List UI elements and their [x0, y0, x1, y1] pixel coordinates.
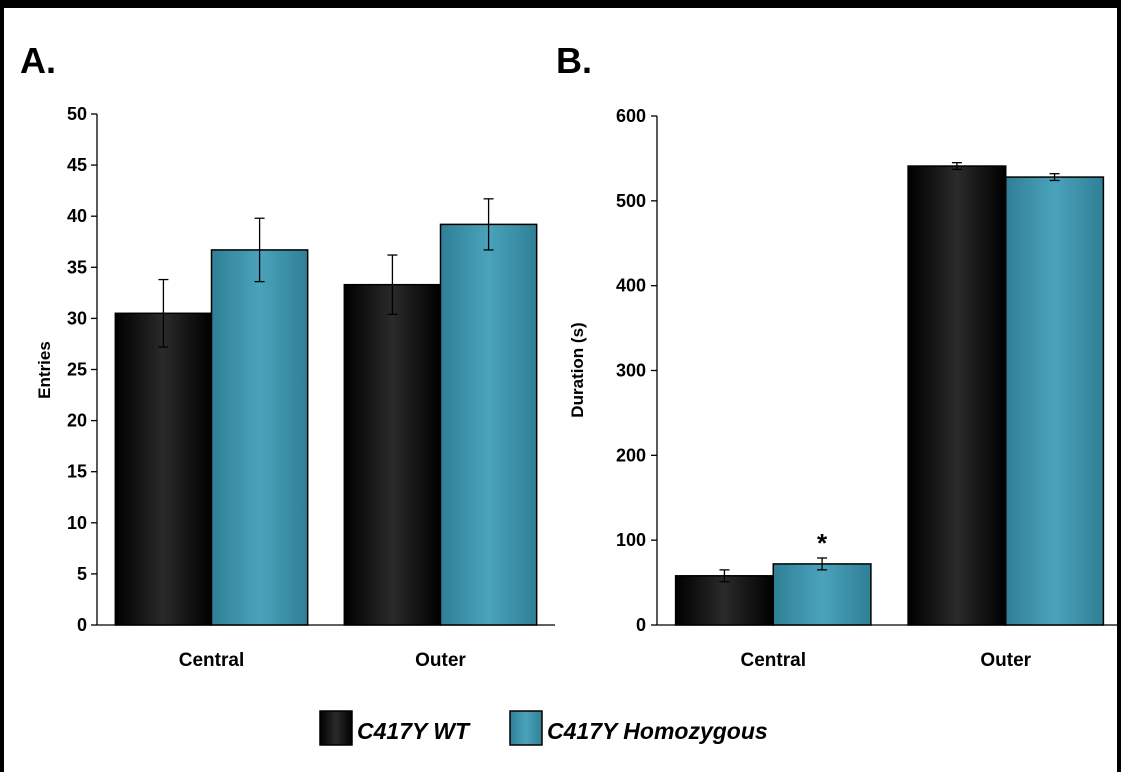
panel-b-x-tick-label: Outer [980, 650, 1031, 671]
panel-b-y-tick-label: 300 [616, 361, 646, 381]
panel-b-x-tick-label: Central [741, 650, 806, 671]
panel-a-y-tick-label: 40 [67, 206, 87, 226]
panel-a-y-tick-label: 0 [77, 615, 87, 635]
legend-swatch-homozygous [509, 710, 543, 746]
legend-label-homozygous: C417Y Homozygous [547, 718, 768, 744]
panel-a-y-axis-title: Entries [35, 341, 54, 399]
panel-b-y-tick-label: 0 [636, 615, 646, 635]
legend: C417Y WT C417Y Homozygous [319, 710, 768, 746]
panel-b-axes: 0 100 200 300 400 500 600 [616, 106, 1121, 635]
panel-a-bar-outer-wt [343, 283, 442, 626]
panel-b-bar-outer-wt [907, 165, 1007, 626]
panel-b-y-tick-label: 600 [616, 106, 646, 126]
panel-b-bars [674, 162, 1105, 626]
panel-b-chart: B. Duration (s) 0 100 200 300 400 500 600 Cent… [556, 40, 1121, 671]
panel-b-y-tick-label: 200 [616, 445, 646, 465]
panel-a-x-tick-label: Central [179, 650, 244, 671]
panel-a-y-tick-label: 35 [67, 257, 87, 277]
panel-a-y-tick-label: 25 [67, 360, 87, 380]
frame-border-left [0, 0, 4, 772]
legend-label-wt: C417Y WT [357, 718, 471, 744]
panel-b-label: B. [556, 40, 592, 81]
frame-border-right [1117, 0, 1121, 772]
panel-a-y-tick-label: 20 [67, 411, 87, 431]
panel-b-y-tick-label: 400 [616, 276, 646, 296]
panel-a-y-tick-label: 50 [67, 104, 87, 124]
panel-b-bar-central-wt [674, 575, 774, 626]
panel-a-bar-central-homozygous [210, 249, 309, 626]
panel-b-y-axis-title: Duration (s) [568, 322, 587, 417]
panel-b-y-tick-label: 500 [616, 191, 646, 211]
panel-a-bars [114, 198, 538, 626]
panel-b-y-tick-label: 100 [616, 530, 646, 550]
panel-a-x-tick-label: Outer [415, 650, 466, 671]
frame-border-top [0, 0, 1121, 8]
panel-a-y-tick-label: 5 [77, 564, 87, 584]
panel-a-y-tick-label: 45 [67, 155, 87, 175]
panel-b-bar-outer-homozygous [1005, 176, 1105, 626]
panel-a-chart: A. Entries 0 5 10 15 20 25 30 35 40 45 50 Central O… [20, 40, 555, 671]
panel-a-y-tick-label: 30 [67, 308, 87, 328]
panel-b-bar-central-homozygous [772, 563, 872, 626]
panel-a-bar-central-wt [114, 312, 213, 626]
panel-a-bar-outer-homozygous [439, 223, 538, 626]
panel-a-y-tick-label: 15 [67, 462, 87, 482]
panel-b-significance-annotation: * [817, 528, 828, 558]
panel-a-y-tick-label: 10 [67, 513, 87, 533]
panel-b-labels: Central Outer * [741, 528, 1032, 671]
panel-a-label: A. [20, 40, 56, 81]
panel-a-labels: Central Outer [179, 650, 467, 671]
legend-swatch-wt [319, 710, 353, 746]
